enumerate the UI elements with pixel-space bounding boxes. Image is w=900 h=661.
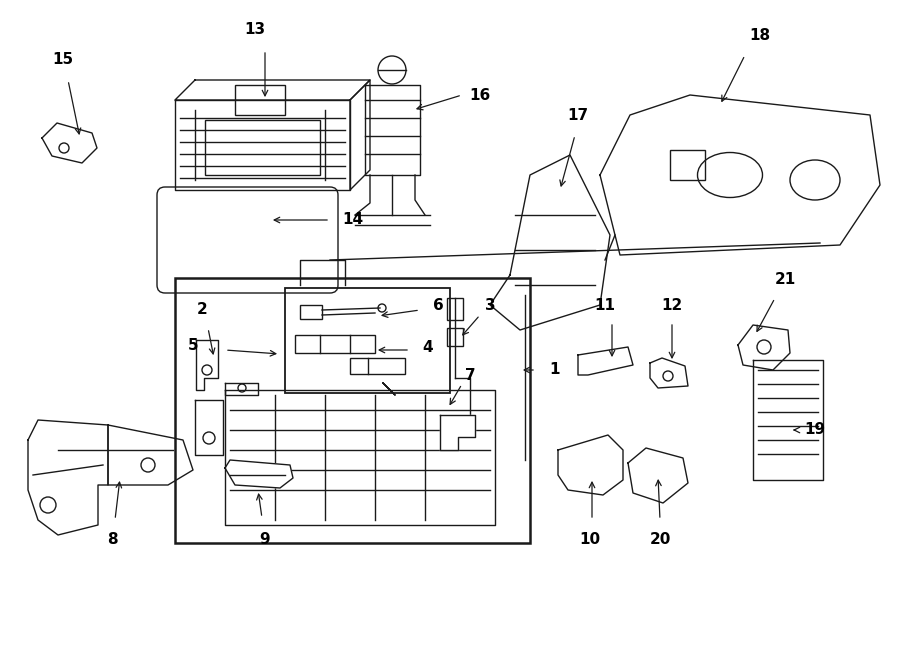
Text: 13: 13 — [245, 22, 266, 38]
Bar — [350, 358, 405, 374]
Text: 5: 5 — [188, 338, 198, 352]
Polygon shape — [440, 415, 475, 450]
Polygon shape — [578, 347, 633, 375]
Text: 9: 9 — [260, 533, 270, 547]
Text: 16: 16 — [470, 87, 490, 102]
Polygon shape — [196, 340, 218, 390]
Polygon shape — [383, 383, 395, 395]
Text: 20: 20 — [649, 533, 670, 547]
Polygon shape — [225, 460, 293, 488]
Polygon shape — [600, 95, 880, 255]
Polygon shape — [225, 383, 258, 395]
Polygon shape — [225, 390, 495, 525]
Text: 8: 8 — [107, 533, 117, 547]
Polygon shape — [175, 80, 370, 100]
Polygon shape — [195, 400, 223, 455]
Polygon shape — [42, 123, 97, 163]
Text: 2: 2 — [196, 303, 207, 317]
Bar — [285, 288, 450, 393]
Text: 6: 6 — [433, 297, 444, 313]
Text: 12: 12 — [662, 297, 682, 313]
Text: 1: 1 — [550, 362, 560, 377]
Polygon shape — [558, 435, 623, 495]
Text: 21: 21 — [774, 272, 796, 288]
Text: 11: 11 — [595, 297, 616, 313]
Text: 17: 17 — [567, 108, 589, 122]
Bar — [300, 305, 322, 319]
Polygon shape — [738, 325, 790, 370]
Text: 7: 7 — [464, 368, 475, 383]
Bar — [175, 278, 530, 543]
Bar — [447, 298, 463, 320]
Bar — [235, 85, 285, 115]
Polygon shape — [628, 448, 688, 503]
Text: 15: 15 — [52, 52, 74, 67]
Text: 19: 19 — [805, 422, 825, 438]
Bar — [205, 120, 320, 175]
Text: 4: 4 — [423, 340, 433, 356]
Polygon shape — [28, 420, 108, 535]
Polygon shape — [108, 425, 193, 485]
Text: 18: 18 — [750, 28, 770, 42]
Bar — [670, 150, 705, 180]
Polygon shape — [350, 80, 370, 190]
Bar — [295, 335, 375, 353]
Bar — [447, 328, 463, 346]
Polygon shape — [490, 155, 610, 330]
Text: 14: 14 — [342, 212, 364, 227]
Text: 3: 3 — [485, 299, 495, 313]
Polygon shape — [365, 85, 420, 175]
Text: 10: 10 — [580, 533, 600, 547]
Polygon shape — [753, 360, 823, 480]
Polygon shape — [175, 100, 350, 190]
Polygon shape — [650, 358, 688, 388]
